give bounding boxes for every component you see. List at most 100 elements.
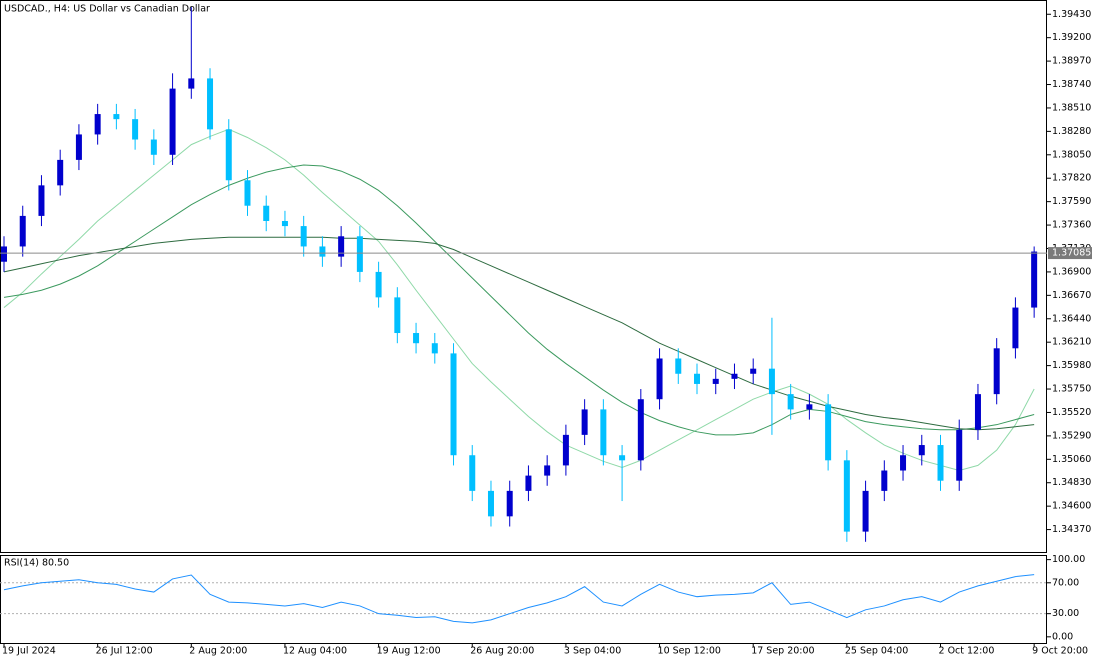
candle-body (637, 399, 644, 461)
rsi-line (3, 574, 1035, 624)
y-tick-label: 1.38050 (1052, 149, 1091, 160)
y-tick-label: 1.37590 (1052, 196, 1091, 207)
y-tick-label: 1.37360 (1052, 220, 1091, 231)
candle-body (862, 490, 869, 532)
candle-body (207, 78, 214, 130)
x-tick-label: 17 Sep 20:00 (751, 646, 814, 657)
candle-body (581, 409, 588, 435)
candle-body (431, 343, 438, 354)
x-tick-label: 3 Sep 04:00 (564, 646, 621, 657)
x-tick-label: 19 Jul 2024 (2, 646, 56, 657)
y-tick-label: 1.35060 (1052, 454, 1091, 465)
y-tick-label: 1.35290 (1052, 430, 1091, 441)
candle-body (993, 348, 1000, 395)
candle-body (487, 490, 494, 517)
y-tick-label: 1.35750 (1052, 384, 1091, 395)
candle-body (918, 445, 925, 456)
candle-body (57, 159, 64, 186)
candle-body (356, 236, 363, 272)
candle-body (1, 246, 7, 262)
candle-body (506, 490, 513, 517)
candle-body (132, 119, 139, 140)
candle-body (843, 460, 850, 532)
y-tick-label: 1.39200 (1052, 32, 1091, 43)
x-tick-label: 2 Oct 12:00 (939, 646, 995, 657)
candle-body (562, 434, 569, 466)
chart-title: USDCAD., H4: US Dollar vs Canadian Dolla… (4, 4, 210, 15)
moving-average (3, 236, 1035, 431)
candle-body (113, 114, 120, 120)
candle-body (656, 358, 663, 400)
candle-body (469, 455, 476, 491)
candle-body (38, 185, 45, 216)
candle-body (787, 394, 794, 410)
x-tick-label: 26 Aug 20:00 (470, 646, 534, 657)
candle-body (1031, 251, 1038, 308)
candle-body (225, 129, 232, 181)
candle-body (956, 429, 963, 481)
candle-body (319, 246, 326, 257)
candle-body (900, 455, 907, 471)
rsi-panel-frame (0, 555, 1047, 644)
candle-body (300, 226, 307, 247)
moving-average (3, 128, 1035, 472)
y-tick-label: 30.00 (1052, 608, 1079, 619)
candle-body (19, 215, 26, 247)
x-tick-label: 10 Sep 12:00 (658, 646, 721, 657)
x-tick-label: 25 Sep 04:00 (845, 646, 908, 657)
candle-body (244, 180, 251, 206)
candle-body (188, 78, 195, 89)
candle-body (731, 373, 738, 379)
y-tick-label: 1.36210 (1052, 337, 1091, 348)
candle-body (150, 139, 157, 155)
y-tick-label: 1.35520 (1052, 407, 1091, 418)
candle-body (619, 455, 626, 461)
candle-body (281, 220, 288, 227)
candle-body (806, 404, 813, 410)
y-tick-label: 1.38740 (1052, 79, 1091, 90)
candle-body (825, 404, 832, 461)
y-tick-label: 1.34370 (1052, 524, 1091, 535)
candle-body (881, 470, 888, 491)
candle-body (375, 271, 382, 298)
x-tick-label: 19 Aug 12:00 (377, 646, 441, 657)
x-tick-label: 9 Oct 20:00 (1032, 646, 1088, 657)
y-tick-label: 1.39430 (1052, 9, 1091, 20)
y-tick-label: 1.36670 (1052, 290, 1091, 301)
candle-body (544, 465, 551, 476)
current-price-label: 1.37085 (1052, 248, 1091, 259)
y-tick-label: 1.34600 (1052, 501, 1091, 512)
candle-body (768, 368, 775, 395)
y-tick-label: 1.36440 (1052, 313, 1091, 324)
y-tick-label: 70.00 (1052, 577, 1079, 588)
candle-body (600, 409, 607, 456)
candle-body (1012, 307, 1019, 349)
y-tick-label: 1.34830 (1052, 477, 1091, 488)
rsi-title: RSI(14) 80.50 (4, 558, 69, 569)
moving-average (3, 164, 1035, 436)
x-tick-label: 2 Aug 20:00 (189, 646, 247, 657)
y-tick-label: 100.00 (1052, 554, 1085, 565)
y-tick-label: 1.35980 (1052, 360, 1091, 371)
y-tick-label: 0.00 (1052, 631, 1073, 642)
candle-body (750, 368, 757, 374)
y-tick-label: 1.37820 (1052, 173, 1091, 184)
y-tick-label: 1.38280 (1052, 126, 1091, 137)
candle-body (675, 358, 682, 374)
candle-body (413, 333, 420, 344)
y-tick-label: 1.38970 (1052, 56, 1091, 67)
candle-body (712, 378, 719, 384)
candle-body (937, 445, 944, 481)
candle-body (394, 297, 401, 334)
current-price-box (1048, 247, 1092, 260)
candle-body (338, 236, 345, 257)
candle-body (974, 394, 981, 430)
candle-body (694, 373, 701, 384)
y-tick-label: 1.38510 (1052, 102, 1091, 113)
candle-body (263, 205, 270, 221)
candle-body (94, 114, 101, 135)
main-panel-frame (0, 0, 1047, 553)
y-tick-label: 1.36900 (1052, 266, 1091, 277)
